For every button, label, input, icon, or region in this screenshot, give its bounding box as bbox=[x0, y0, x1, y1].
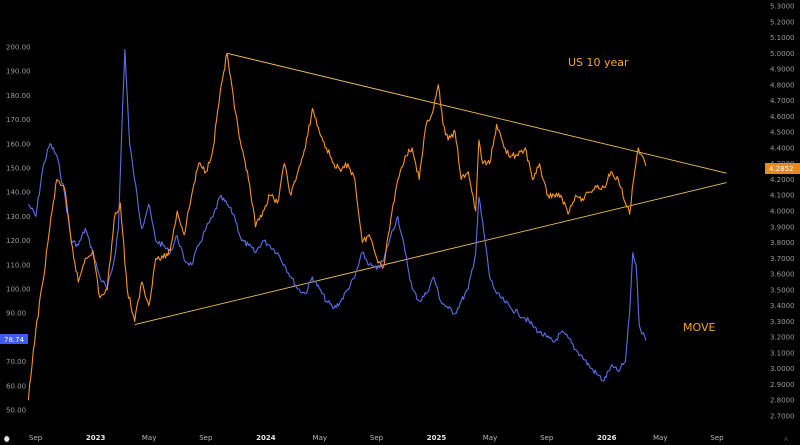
right-tick-label: 4.6000 bbox=[770, 113, 795, 121]
right-tick-label: 3.9000 bbox=[770, 223, 795, 231]
right-tick-label: 3.3000 bbox=[770, 318, 795, 326]
series-lines bbox=[27, 48, 647, 401]
time-axis: Sep 2023 May Sep 2024 May Sep 2025 May Sep 2026 May… bbox=[29, 434, 724, 442]
left-tick-label: 60.00 bbox=[6, 382, 26, 390]
auto-scale-icon[interactable]: A bbox=[784, 436, 789, 443]
left-tick-label: 170.00 bbox=[6, 116, 31, 124]
right-last-value-badge: 4.2852 bbox=[765, 163, 800, 174]
x-tick-year: 2025 bbox=[427, 434, 447, 442]
right-tick-label: 4.0000 bbox=[770, 208, 795, 216]
left-tick-label: 100.00 bbox=[6, 286, 31, 294]
us10y-annotation: US 10 year bbox=[568, 56, 629, 69]
x-tick-month: Sep bbox=[29, 434, 43, 442]
left-tick-label: 70.00 bbox=[6, 358, 26, 366]
right-tick-label: 3.5000 bbox=[770, 286, 795, 294]
left-tick-label: 160.00 bbox=[6, 140, 31, 148]
left-axis: 200.00 190.00 180.00 170.00 160.00 150.00 140.… bbox=[6, 44, 31, 415]
right-axis: 5.3000 5.2000 5.1000 5.0000 4.9000 4.8000 4.70… bbox=[770, 3, 795, 421]
right-tick-label: 3.2000 bbox=[770, 334, 795, 342]
right-tick-label: 2.7000 bbox=[770, 413, 795, 421]
left-tick-label: 130.00 bbox=[6, 213, 31, 221]
right-badge-bg bbox=[765, 163, 800, 174]
right-tick-label: 4.5000 bbox=[770, 129, 795, 137]
right-tick-label: 4.8000 bbox=[770, 81, 795, 89]
x-tick-year: 2024 bbox=[256, 434, 276, 442]
right-tick-label: 4.1000 bbox=[770, 192, 795, 200]
right-tick-label: 5.1000 bbox=[770, 34, 795, 42]
move-series-line[interactable] bbox=[27, 48, 647, 382]
left-tick-label: 120.00 bbox=[6, 237, 31, 245]
move-annotation: MOVE bbox=[683, 321, 715, 334]
x-tick-month: Sep bbox=[710, 434, 724, 442]
trendline[interactable] bbox=[226, 52, 727, 174]
right-tick-label: 3.4000 bbox=[770, 302, 795, 310]
left-tick-label: 190.00 bbox=[6, 68, 31, 76]
right-tick-label: 4.7000 bbox=[770, 97, 795, 105]
x-tick-month: May bbox=[483, 434, 497, 442]
right-tick-label: 3.7000 bbox=[770, 255, 795, 263]
x-tick-month: Sep bbox=[370, 434, 384, 442]
trendline[interactable] bbox=[134, 182, 727, 325]
trendlines bbox=[134, 52, 727, 325]
right-tick-label: 2.8000 bbox=[770, 397, 795, 405]
left-last-value-badge: 78.74 bbox=[0, 334, 28, 344]
left-badge-value: 78.74 bbox=[4, 336, 25, 344]
timezone-icon[interactable]: ⌚ bbox=[3, 435, 10, 443]
left-tick-label: 110.00 bbox=[6, 261, 31, 269]
right-tick-label: 5.0000 bbox=[770, 50, 795, 58]
right-tick-label: 3.0000 bbox=[770, 365, 795, 373]
x-tick-month: May bbox=[653, 434, 667, 442]
left-tick-label: 140.00 bbox=[6, 189, 31, 197]
x-tick-month: Sep bbox=[540, 434, 554, 442]
right-tick-label: 5.3000 bbox=[770, 3, 795, 11]
left-tick-label: 180.00 bbox=[6, 92, 31, 100]
x-tick-month: Sep bbox=[199, 434, 213, 442]
right-tick-label: 2.9000 bbox=[770, 381, 795, 389]
left-tick-label: 90.00 bbox=[6, 310, 26, 318]
right-tick-label: 5.2000 bbox=[770, 18, 795, 26]
left-tick-label: 200.00 bbox=[6, 44, 31, 52]
x-tick-month: May bbox=[313, 434, 327, 442]
left-tick-label: 50.00 bbox=[6, 407, 26, 415]
right-tick-label: 4.2000 bbox=[770, 176, 795, 184]
us10y-series-line[interactable] bbox=[27, 52, 647, 401]
right-tick-label: 3.8000 bbox=[770, 239, 795, 247]
right-tick-label: 4.9000 bbox=[770, 66, 795, 74]
corner-icons: ⌚ A bbox=[3, 435, 789, 443]
x-tick-year: 2023 bbox=[86, 434, 106, 442]
right-tick-label: 3.6000 bbox=[770, 271, 795, 279]
right-badge-value: 4.2852 bbox=[769, 165, 794, 173]
x-tick-month: May bbox=[142, 434, 156, 442]
x-tick-year: 2026 bbox=[597, 434, 617, 442]
right-tick-label: 4.4000 bbox=[770, 144, 795, 152]
right-tick-label: 3.1000 bbox=[770, 349, 795, 357]
left-tick-label: 150.00 bbox=[6, 165, 31, 173]
left-badge-bg bbox=[0, 334, 28, 344]
